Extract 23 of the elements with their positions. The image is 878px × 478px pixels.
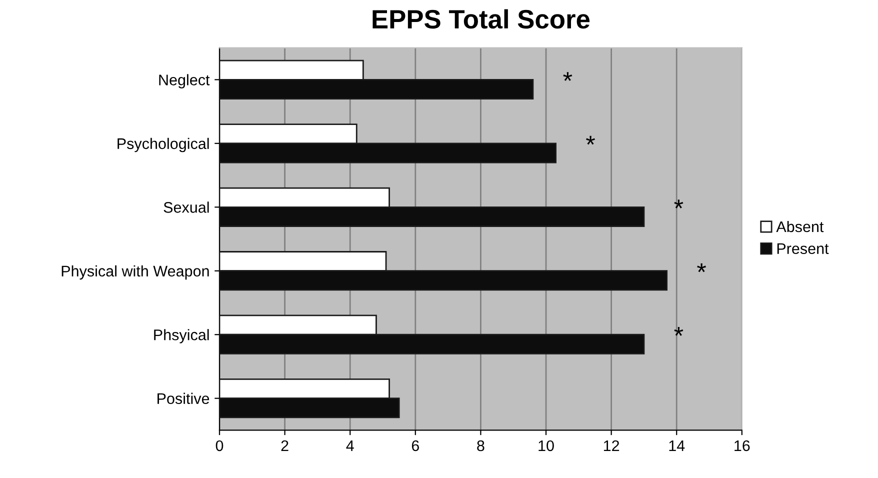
- x-tick-label: 14: [669, 440, 685, 451]
- x-tick-label: 0: [216, 440, 224, 452]
- chart-title: EPPS Total Score: [372, 9, 590, 29]
- annotation: *: [674, 200, 684, 208]
- y-tick-label: Sexual: [164, 202, 209, 213]
- x-tick-label: 16: [734, 440, 750, 452]
- legend-label: Present: [777, 243, 829, 254]
- y-tick-label: Positive: [158, 392, 210, 404]
- annotation: *: [563, 72, 572, 81]
- annotation: *: [674, 327, 684, 336]
- annotation: *: [586, 136, 595, 145]
- x-tick-label: 12: [604, 440, 620, 451]
- y-tick-label: Physical with Weapon: [62, 265, 209, 280]
- y-tick-label: Psychological: [118, 138, 209, 152]
- x-tick-label: 6: [412, 440, 419, 452]
- y-tick-label: Phsyical: [154, 329, 209, 344]
- x-tick-label: 10: [538, 440, 554, 452]
- legend-label: Absent: [776, 220, 824, 232]
- y-tick-label: Neglect: [159, 74, 210, 88]
- annotation: *: [697, 263, 706, 272]
- x-tick-label: 8: [477, 440, 484, 452]
- x-tick-label: 2: [281, 440, 288, 451]
- x-tick-label: 4: [346, 440, 354, 451]
